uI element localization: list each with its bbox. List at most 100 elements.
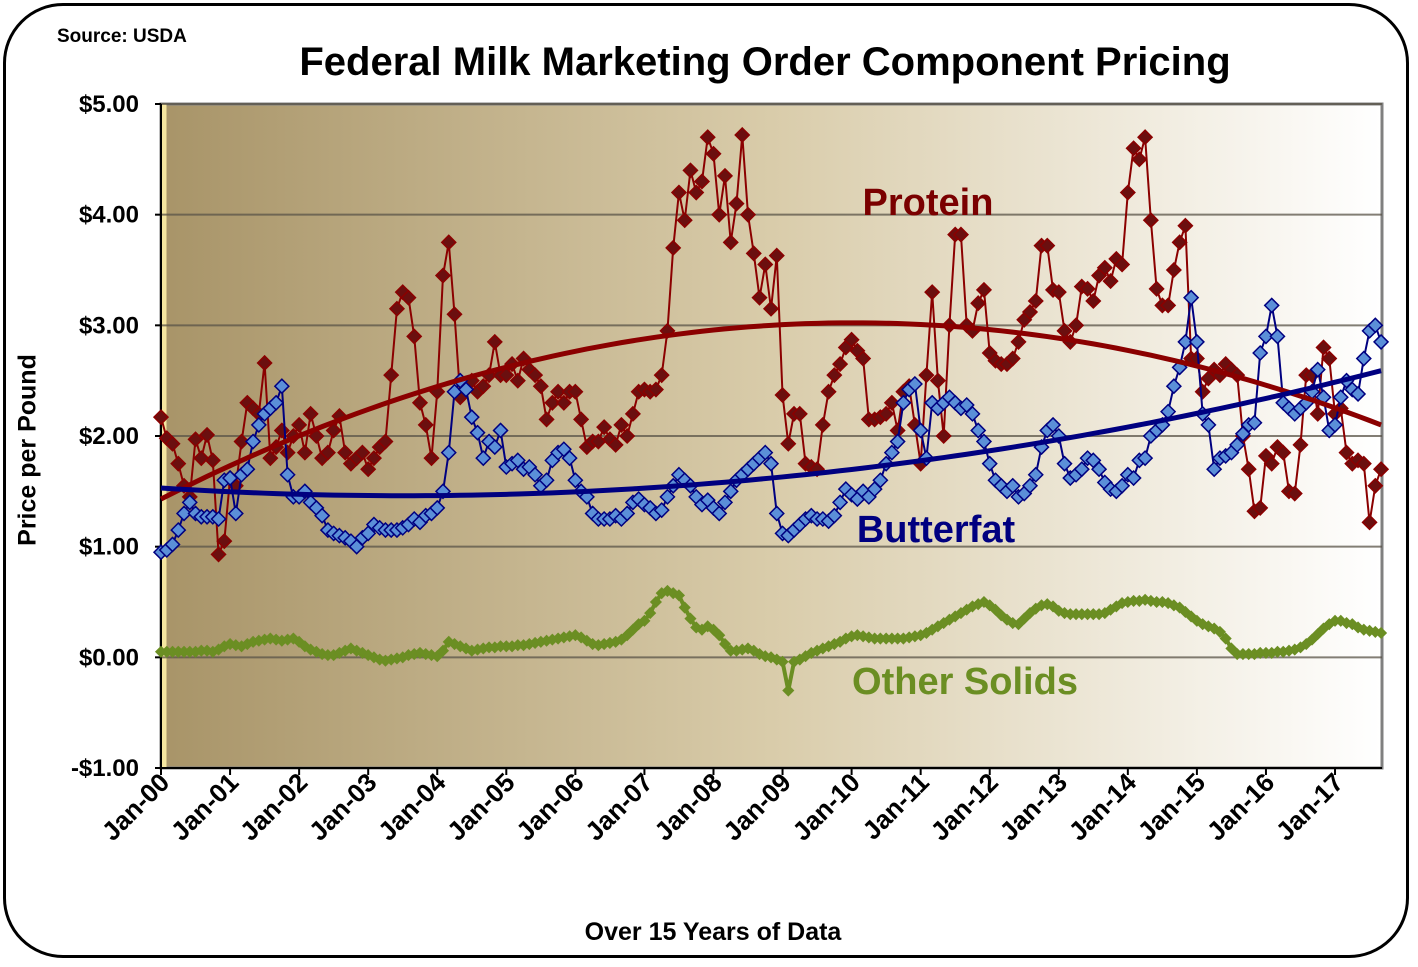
series-other-solids xyxy=(154,584,1388,697)
data-point xyxy=(1188,333,1205,350)
data-point xyxy=(302,405,319,422)
data-point xyxy=(774,386,791,404)
data-point xyxy=(711,505,728,522)
data-point xyxy=(561,450,578,467)
data-point xyxy=(762,455,780,472)
data-point xyxy=(929,372,946,389)
data-point xyxy=(555,394,572,411)
data-point xyxy=(216,533,233,550)
x-tick-label: Jan-14 xyxy=(1063,767,1143,847)
data-point xyxy=(855,350,872,367)
data-point xyxy=(544,394,561,411)
data-point xyxy=(1137,450,1154,467)
data-point xyxy=(400,289,417,306)
data-point xyxy=(164,536,181,553)
x-tick-label: Jan-07 xyxy=(579,767,658,846)
data-point xyxy=(1240,461,1257,478)
x-tick-label: Jan-16 xyxy=(1201,767,1280,846)
data-point xyxy=(262,450,279,467)
data-point xyxy=(337,444,354,461)
data-point xyxy=(1257,328,1275,345)
data-point xyxy=(411,394,429,411)
x-tick-label: Jan-10 xyxy=(786,767,865,846)
data-point xyxy=(1027,292,1044,310)
data-point xyxy=(365,450,382,467)
trendline-butterfat xyxy=(160,368,1382,499)
data-point xyxy=(768,505,785,522)
data-point xyxy=(1119,184,1136,201)
data-point xyxy=(672,589,686,602)
data-point xyxy=(734,126,751,144)
data-point xyxy=(1372,333,1390,350)
data-point xyxy=(475,450,492,467)
data-point xyxy=(1012,618,1025,631)
data-point xyxy=(187,431,204,448)
data-point xyxy=(619,427,636,445)
data-point xyxy=(1010,333,1027,350)
data-point xyxy=(699,129,716,146)
data-point xyxy=(406,328,423,345)
data-point xyxy=(820,383,837,400)
data-point xyxy=(621,629,634,642)
data-point xyxy=(619,505,636,522)
data-point xyxy=(1137,129,1154,146)
trendline-protein xyxy=(159,320,1382,502)
data-point xyxy=(245,433,262,450)
data-point xyxy=(1171,234,1188,251)
data-point xyxy=(1148,280,1165,297)
data-point xyxy=(1096,259,1113,276)
data-point xyxy=(711,206,728,223)
data-point xyxy=(1263,297,1280,314)
data-point xyxy=(440,234,457,251)
data-point xyxy=(1165,378,1182,395)
data-point xyxy=(1309,405,1326,422)
data-point xyxy=(446,306,463,323)
data-point xyxy=(1263,455,1280,472)
data-point xyxy=(1213,625,1226,638)
data-point xyxy=(1067,317,1085,334)
data-point xyxy=(1165,261,1182,279)
data-point xyxy=(918,367,935,384)
y-tick-label: $1.00 xyxy=(79,534,139,561)
x-tick-label: Jan-08 xyxy=(648,767,727,846)
data-point xyxy=(613,416,630,433)
data-point xyxy=(429,499,446,516)
data-point xyxy=(1177,217,1194,234)
data-point xyxy=(1355,350,1372,367)
data-point xyxy=(653,502,670,519)
x-tick-label: Jan-09 xyxy=(717,767,796,846)
data-point xyxy=(1125,140,1142,157)
data-point xyxy=(757,256,774,273)
data-point xyxy=(1315,339,1332,356)
data-point xyxy=(486,439,503,456)
data-point xyxy=(1183,289,1200,306)
data-point xyxy=(475,378,492,395)
data-point xyxy=(1286,485,1303,502)
data-point xyxy=(423,450,440,467)
data-point xyxy=(1194,383,1211,400)
data-point xyxy=(705,145,722,162)
data-point xyxy=(492,422,509,439)
y-tick-label: -$1.00 xyxy=(71,755,139,782)
data-point xyxy=(210,546,227,563)
data-point xyxy=(1114,477,1131,494)
data-point xyxy=(175,505,193,522)
data-point xyxy=(596,419,613,436)
data-point xyxy=(296,444,313,461)
data-point xyxy=(164,435,181,452)
data-point xyxy=(718,637,732,651)
data-point xyxy=(924,284,941,301)
data-point xyxy=(1361,514,1378,531)
data-point xyxy=(762,300,780,317)
data-point xyxy=(436,644,450,657)
data-point xyxy=(1021,477,1039,494)
data-point xyxy=(1252,344,1269,362)
x-tick-label: Jan-15 xyxy=(1132,767,1211,846)
data-point xyxy=(250,416,267,433)
data-point xyxy=(388,300,406,317)
data-point xyxy=(782,684,795,697)
data-point xyxy=(872,472,889,489)
data-point xyxy=(964,405,981,422)
data-point xyxy=(707,623,720,636)
x-tick-label: Jan-06 xyxy=(510,767,589,846)
